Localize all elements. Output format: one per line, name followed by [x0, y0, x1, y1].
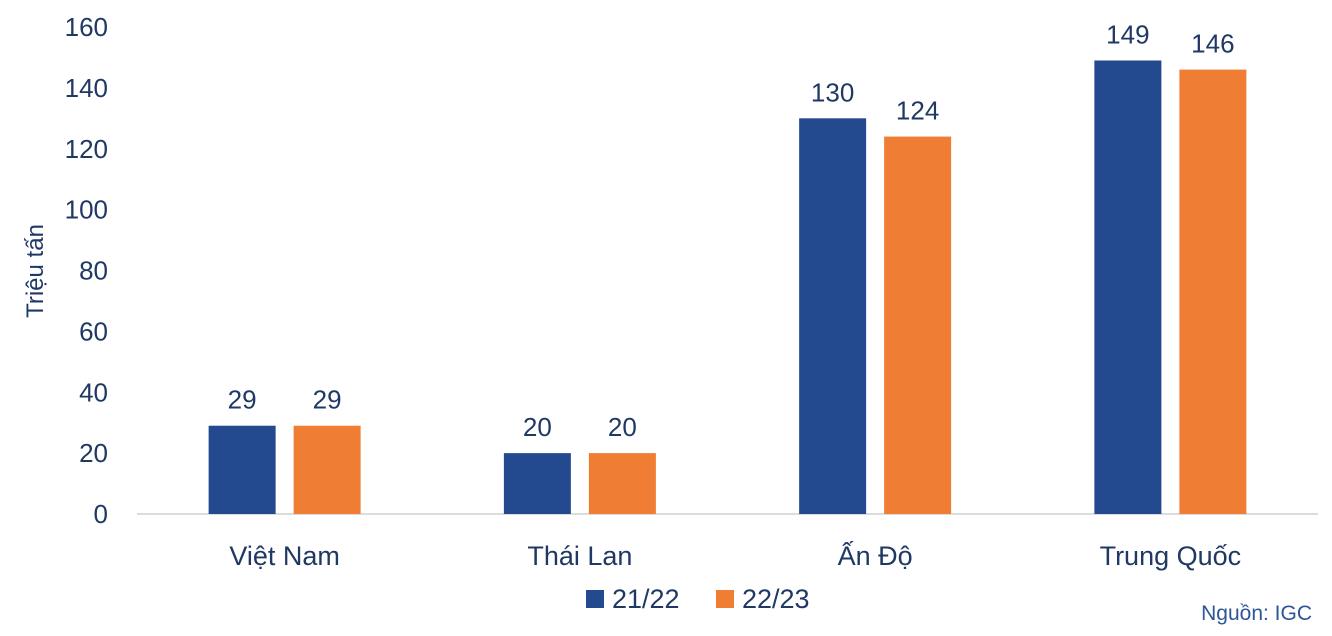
y-tick-label: 100	[65, 195, 108, 225]
bar-21-22-0	[208, 425, 276, 514]
x-category-label: Trung Quốc	[1100, 541, 1242, 571]
bar-22-23-3	[1179, 69, 1247, 515]
y-tick-label: 80	[79, 256, 108, 286]
y-axis-ticks: 0 20 40 60 80 100 120 140 160	[65, 12, 108, 529]
legend: 21/22 22/23	[586, 584, 810, 614]
bar-21-22-3	[1094, 60, 1162, 514]
legend-swatch	[716, 590, 734, 608]
y-axis-title: Triệu tấn	[22, 224, 49, 318]
y-tick-label: 0	[94, 499, 108, 529]
data-label: 124	[896, 96, 939, 126]
bar-21-22-1	[503, 453, 571, 514]
data-label: 29	[228, 385, 257, 415]
source-note: Nguồn: IGC	[1201, 602, 1312, 625]
data-label: 130	[811, 77, 854, 107]
data-label: 149	[1106, 19, 1149, 49]
legend-label: 21/22	[612, 584, 680, 614]
y-tick-label: 40	[79, 377, 108, 407]
bar-21-22-2	[799, 118, 867, 514]
data-label: 20	[608, 412, 637, 442]
y-tick-label: 160	[65, 12, 108, 42]
y-tick-label: 120	[65, 134, 108, 164]
data-label: 146	[1191, 29, 1234, 59]
legend-swatch	[586, 590, 604, 608]
data-label: 29	[313, 385, 342, 415]
y-tick-label: 60	[79, 316, 108, 346]
y-tick-label: 140	[65, 73, 108, 103]
data-labels: 29 29 20 20 130 124 149 146	[228, 19, 1235, 442]
bar-22-23-2	[884, 136, 952, 514]
data-label: 20	[523, 412, 552, 442]
bar-22-23-1	[588, 453, 656, 514]
x-axis-category-labels: Việt Nam Thái Lan Ấn Độ Trung Quốc	[229, 540, 1241, 571]
bar-22-23-0	[293, 425, 361, 514]
bars	[208, 60, 1247, 515]
x-category-label: Ấn Độ	[838, 540, 913, 571]
x-category-label: Thái Lan	[527, 541, 632, 571]
legend-label: 22/23	[742, 584, 810, 614]
y-tick-label: 20	[79, 438, 108, 468]
x-category-label: Việt Nam	[229, 541, 340, 571]
